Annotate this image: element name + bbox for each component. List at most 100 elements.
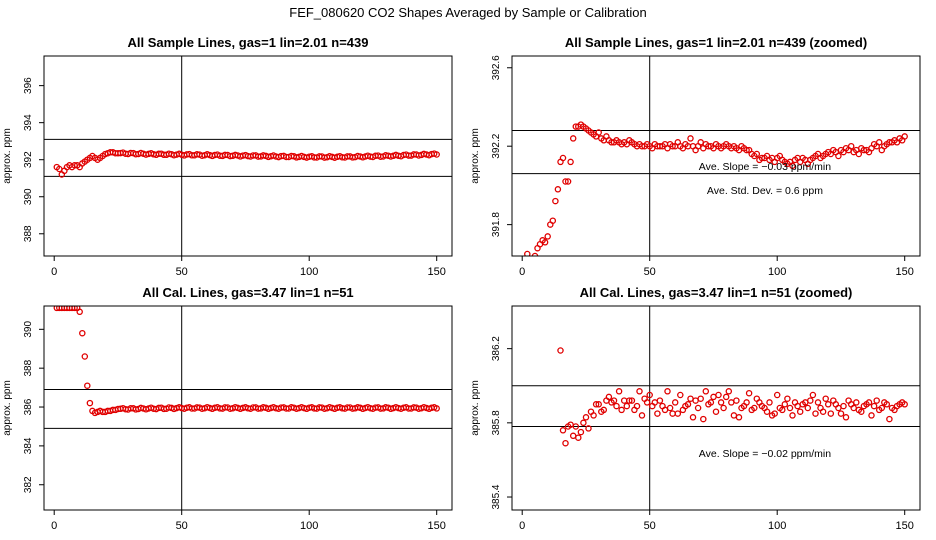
data-point <box>433 405 440 412</box>
data-point <box>692 397 699 404</box>
data-point <box>901 401 908 408</box>
data-point <box>697 395 704 402</box>
data-point <box>822 395 829 402</box>
data-point <box>819 408 827 415</box>
data-point <box>628 397 636 404</box>
data-point <box>901 133 908 140</box>
data-point <box>784 395 791 402</box>
data-point <box>81 353 89 360</box>
data-point <box>669 410 676 417</box>
panel-title: All Sample Lines, gas=1 lin=2.01 n=439 (… <box>565 35 867 50</box>
chart-panel-3: All Cal. Lines, gas=3.47 lin=1 n=51 0 50 10… <box>2 285 453 532</box>
panel-title: All Cal. Lines, gas=3.47 lin=1 n=51 (zoo… <box>580 285 853 300</box>
y-axis-label: approx. ppm <box>470 380 481 436</box>
y-tick-label: 396 <box>23 77 34 94</box>
x-tick-label: 150 <box>428 266 446 278</box>
stat-annotation: Ave. Slope = −0.02 ppm/min <box>699 448 831 460</box>
y-tick-label: 386.2 <box>491 336 502 361</box>
data-point <box>773 391 781 399</box>
data-point <box>786 404 794 412</box>
x-tick-label: 100 <box>768 266 786 278</box>
data-point <box>585 425 592 432</box>
data-point <box>524 250 531 256</box>
x-tick-label: 0 <box>51 266 57 278</box>
data-point <box>722 393 730 401</box>
panel-title: All Sample Lines, gas=1 lin=2.01 n=439 <box>128 35 369 50</box>
data-point <box>623 402 631 410</box>
data-point <box>567 158 574 166</box>
data-point <box>697 139 704 146</box>
data-point <box>840 402 847 410</box>
data-point <box>572 423 580 430</box>
data-point <box>626 397 633 404</box>
data-point <box>763 408 771 415</box>
data-point <box>71 306 78 312</box>
data-point <box>853 399 860 406</box>
data-point <box>743 399 750 406</box>
data-point <box>809 391 817 399</box>
data-point <box>684 401 692 408</box>
data-point <box>669 142 676 150</box>
data-series <box>53 306 440 417</box>
data-point <box>633 402 641 410</box>
data-point <box>613 402 620 410</box>
data-point <box>677 391 684 399</box>
stat-annotation: Ave. Slope = −0.03 ppm/min <box>699 161 831 173</box>
y-tick-label: 388 <box>23 359 34 376</box>
data-point <box>559 427 567 434</box>
y-tick-label: 384 <box>23 437 34 454</box>
data-point <box>753 150 761 158</box>
data-point <box>720 404 727 412</box>
data-point <box>807 397 814 404</box>
data-point <box>687 395 694 402</box>
y-tick-label: 392.6 <box>491 55 502 80</box>
chart-panel-4: All Cal. Lines, gas=3.47 lin=1 n=51 (zoo… <box>470 285 921 532</box>
chart-panel-2: All Sample Lines, gas=1 lin=2.01 n=439 (… <box>470 35 921 278</box>
data-point <box>527 257 532 262</box>
data-point <box>858 408 865 415</box>
y-tick-label: 386 <box>23 398 34 415</box>
y-tick-label: 391.8 <box>491 212 502 237</box>
data-point <box>865 399 873 406</box>
y-tick-label: 392 <box>23 151 34 168</box>
data-point <box>870 402 878 410</box>
data-point <box>577 428 585 436</box>
data-point <box>638 412 646 419</box>
data-point <box>842 414 850 421</box>
data-point <box>549 217 557 224</box>
data-point <box>855 150 863 158</box>
plot-frame <box>511 55 921 257</box>
data-point <box>562 178 569 185</box>
data-point <box>79 329 86 337</box>
data-point <box>694 404 702 412</box>
y-axis-label: approx. ppm <box>2 380 13 436</box>
data-point <box>674 410 682 417</box>
data-point <box>781 401 789 408</box>
data-point <box>554 186 562 193</box>
y-axis-label: approx. ppm <box>2 128 13 184</box>
data-point <box>636 388 643 395</box>
x-tick-label: 150 <box>896 266 914 278</box>
data-point <box>687 135 694 142</box>
data-point <box>824 401 832 408</box>
data-point <box>664 388 671 395</box>
data-point <box>796 408 804 415</box>
data-point <box>530 261 535 266</box>
data-point <box>605 393 613 401</box>
data-point <box>771 410 778 417</box>
data-point <box>812 410 819 417</box>
data-point <box>544 233 551 240</box>
data-point <box>580 419 587 427</box>
x-tick-label: 100 <box>300 520 318 532</box>
data-point <box>878 404 886 412</box>
data-point <box>804 404 812 412</box>
data-point <box>689 414 697 421</box>
data-point <box>620 397 628 404</box>
x-tick-label: 50 <box>176 266 188 278</box>
data-point <box>590 412 597 419</box>
data-point <box>615 388 623 395</box>
data-point <box>873 397 880 404</box>
data-point <box>712 408 720 415</box>
x-tick-label: 150 <box>896 520 914 532</box>
